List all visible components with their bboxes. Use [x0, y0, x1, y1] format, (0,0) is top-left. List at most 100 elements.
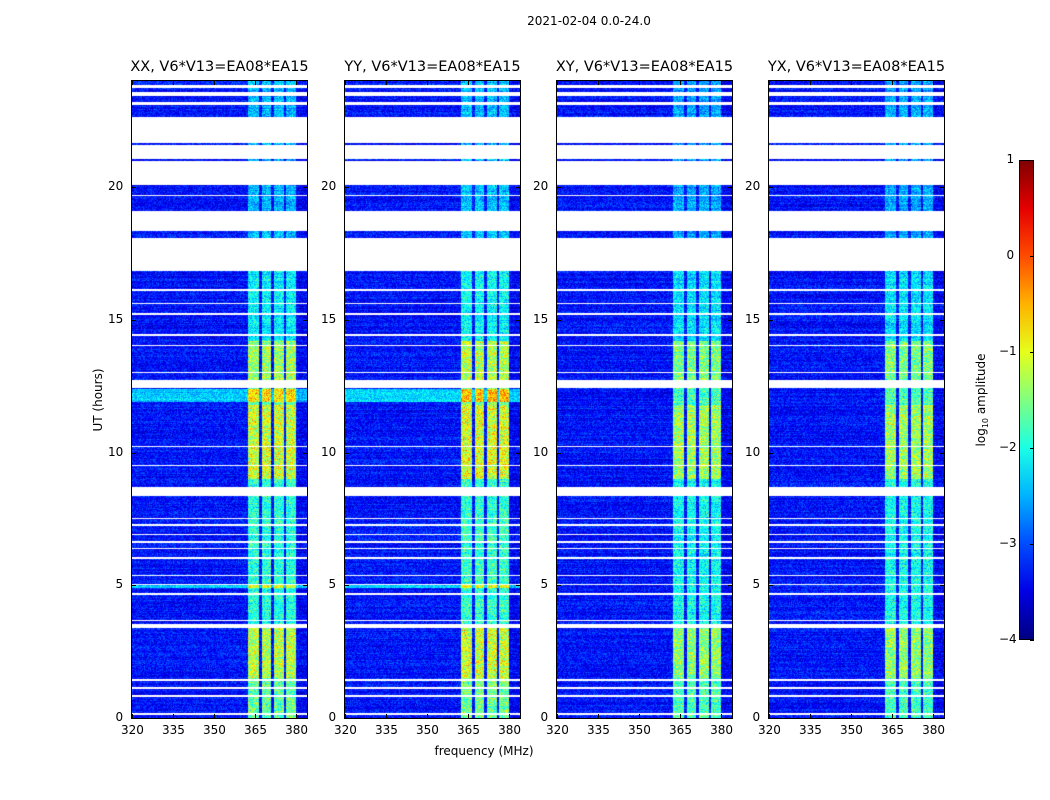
y-tick-label: 10 — [745, 444, 761, 459]
heatmap-panel-xy — [556, 80, 733, 719]
x-tick-label: 365 — [881, 723, 904, 737]
colorbar-tick-mark — [1030, 352, 1034, 353]
y-tick-mark — [769, 319, 773, 321]
figure-title: 2021-02-04 0.0-24.0 — [527, 14, 651, 28]
y-tick-mark — [940, 187, 944, 189]
y-tick-mark — [769, 585, 773, 587]
panel-title: XY, V6*V13=EA08*EA15 — [555, 59, 734, 75]
x-tick-mark — [851, 714, 853, 718]
colorbar-tick-mark — [1030, 640, 1034, 641]
y-tick-mark — [728, 319, 732, 321]
x-tick-mark — [132, 81, 133, 85]
x-tick-label: 380 — [710, 723, 733, 737]
y-tick-mark — [769, 452, 773, 454]
y-tick-mark — [769, 187, 773, 189]
x-tick-mark — [933, 81, 935, 85]
y-tick-mark — [728, 585, 732, 587]
y-axis-label: UT (hours) — [91, 368, 105, 432]
y-tick-mark — [557, 187, 561, 189]
y-tick-mark — [557, 452, 561, 454]
x-tick-mark — [173, 714, 175, 718]
x-tick-label: 320 — [546, 723, 569, 737]
heatmap-panel-yy — [344, 80, 521, 719]
x-tick-label: 320 — [334, 723, 357, 737]
x-tick-mark — [255, 81, 257, 85]
x-tick-label: 320 — [121, 723, 144, 737]
x-tick-label: 380 — [285, 723, 308, 737]
y-tick-mark — [345, 319, 349, 321]
x-tick-mark — [769, 714, 770, 718]
x-tick-mark — [255, 714, 257, 718]
x-tick-mark — [557, 714, 558, 718]
y-tick-label: 10 — [108, 444, 124, 459]
y-tick-label: 5 — [115, 577, 124, 592]
y-tick-label: 15 — [745, 311, 761, 326]
x-tick-mark — [345, 714, 346, 718]
x-tick-label: 365 — [669, 723, 692, 737]
colorbar-label: log10 amplitude — [973, 353, 991, 447]
x-tick-mark — [173, 81, 175, 85]
colorbar-tick-label: 1 — [1006, 152, 1015, 166]
x-tick-mark — [509, 81, 511, 85]
y-tick-mark — [516, 585, 520, 587]
y-tick-label: 0 — [328, 710, 337, 724]
x-tick-mark — [639, 81, 641, 85]
y-tick-mark — [132, 718, 136, 719]
x-tick-mark — [214, 81, 216, 85]
y-tick-mark — [557, 585, 561, 587]
x-tick-label: 335 — [375, 723, 398, 737]
y-tick-mark — [516, 187, 520, 189]
heatmap-image — [132, 81, 307, 718]
colorbar — [1019, 160, 1034, 640]
heatmap-panel-xx — [131, 80, 308, 719]
y-tick-label: 15 — [321, 311, 337, 326]
panel-title: YY, V6*V13=EA08*EA15 — [344, 59, 521, 75]
colorbar-tick-mark — [1030, 544, 1034, 545]
y-tick-label: 10 — [533, 444, 549, 459]
y-tick-mark — [728, 718, 732, 719]
y-tick-mark — [132, 585, 136, 587]
x-axis-label: frequency (MHz) — [434, 744, 534, 758]
x-tick-mark — [345, 81, 346, 85]
x-tick-mark — [892, 81, 894, 85]
y-tick-mark — [345, 585, 349, 587]
y-tick-mark — [769, 718, 773, 719]
y-tick-mark — [557, 718, 561, 719]
y-tick-mark — [516, 718, 520, 719]
y-tick-label: 5 — [328, 577, 337, 592]
y-tick-label: 0 — [752, 710, 761, 724]
x-tick-mark — [892, 714, 894, 718]
colorbar-tick-mark — [1030, 448, 1034, 449]
x-tick-mark — [386, 81, 388, 85]
y-tick-label: 10 — [321, 444, 337, 459]
x-tick-mark — [427, 714, 429, 718]
x-tick-mark — [933, 714, 935, 718]
x-tick-mark — [721, 81, 723, 85]
y-tick-label: 20 — [533, 179, 549, 194]
x-tick-mark — [680, 81, 682, 85]
x-tick-label: 335 — [162, 723, 185, 737]
x-tick-label: 365 — [244, 723, 267, 737]
y-tick-mark — [132, 187, 136, 189]
x-tick-mark — [680, 714, 682, 718]
x-tick-mark — [557, 81, 558, 85]
x-tick-label: 350 — [416, 723, 439, 737]
y-tick-mark — [132, 452, 136, 454]
y-tick-mark — [728, 452, 732, 454]
y-tick-label: 20 — [321, 179, 337, 194]
heatmap-image — [345, 81, 520, 718]
colorbar-tick-label: −1 — [999, 344, 1017, 358]
y-tick-label: 20 — [745, 179, 761, 194]
y-tick-mark — [303, 187, 307, 189]
x-tick-mark — [132, 714, 133, 718]
x-tick-mark — [810, 81, 812, 85]
x-tick-mark — [427, 81, 429, 85]
colorbar-tick-label: 0 — [1006, 248, 1015, 262]
x-tick-mark — [296, 81, 298, 85]
x-tick-label: 350 — [203, 723, 226, 737]
colorbar-tick-mark — [1030, 256, 1034, 257]
y-tick-mark — [516, 452, 520, 454]
x-tick-mark — [509, 714, 511, 718]
colorbar-tick-label: −2 — [999, 440, 1017, 454]
